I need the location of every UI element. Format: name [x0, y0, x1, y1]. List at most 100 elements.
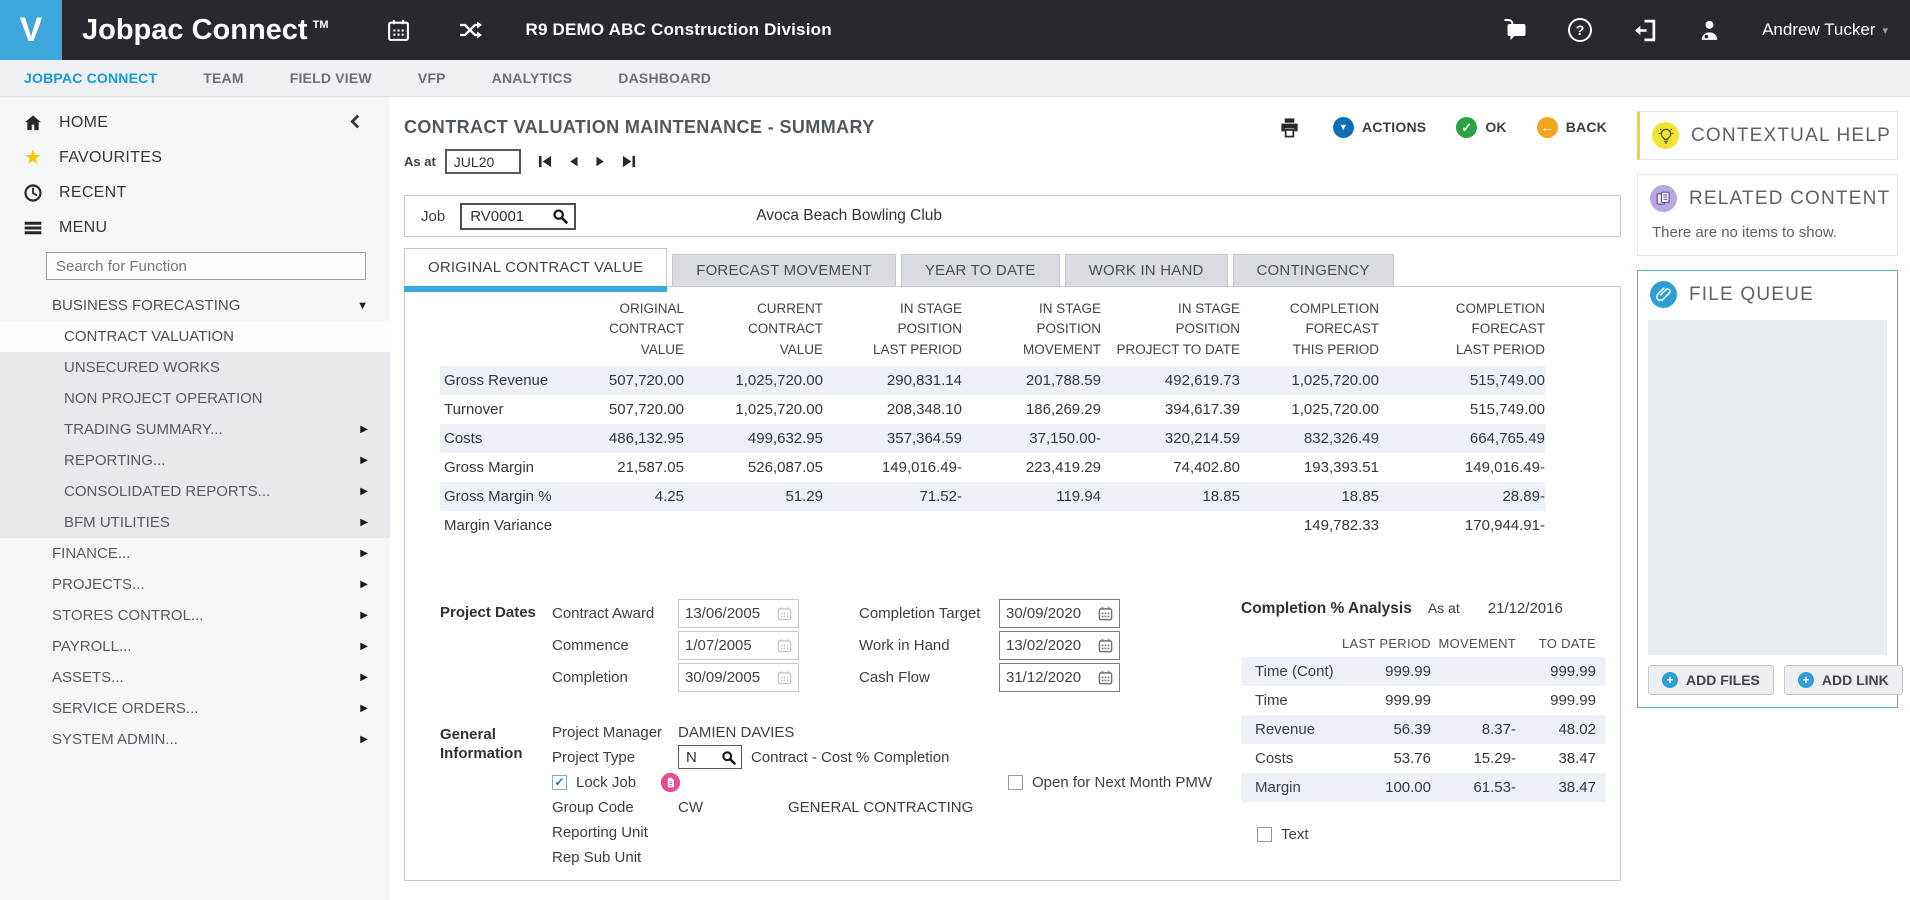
commence-input[interactable] [685, 637, 769, 654]
menu-item-unsecured-works[interactable]: UNSECURED WORKS [0, 352, 390, 383]
back-button[interactable]: ← BACK [1537, 117, 1607, 138]
work-in-hand-date-field[interactable] [999, 631, 1120, 660]
sidebar-collapse-icon[interactable] [347, 113, 364, 130]
chat-icon[interactable] [1501, 18, 1528, 42]
logout-icon[interactable] [1632, 18, 1657, 43]
clock-icon [22, 183, 44, 203]
general-information-section: General Information Project Manager DAMI… [440, 720, 1241, 870]
shuffle-icon[interactable] [457, 18, 483, 42]
open-next-month-checkbox[interactable] [1008, 775, 1023, 790]
vt-cell: 1,025,720.00 [684, 366, 823, 395]
page-title: CONTRACT VALUATION MAINTENANCE - SUMMARY [404, 117, 875, 138]
next-period-icon[interactable] [594, 154, 607, 169]
vt-row-gross-revenue: Gross Revenue507,720.001,025,720.00290,8… [440, 366, 1545, 395]
menu-item-trading-summary[interactable]: TRADING SUMMARY...▶ [0, 414, 390, 445]
sidebar-item-home[interactable]: HOME [0, 105, 390, 140]
menu-item-assets[interactable]: ASSETS...▶ [0, 662, 390, 693]
actions-button[interactable]: ▼ ACTIONS [1333, 117, 1426, 138]
menu-item-label: PAYROLL... [52, 638, 131, 655]
menu-item-stores-control[interactable]: STORES CONTROL...▶ [0, 600, 390, 631]
vt-cell: 223,419.29 [962, 453, 1101, 482]
tab-forecast-movement[interactable]: FORECAST MOVEMENT [672, 254, 896, 286]
comp-cell: 53.76 [1341, 750, 1431, 767]
menu-item-system-admin[interactable]: SYSTEM ADMIN...▶ [0, 724, 390, 755]
search-icon[interactable] [552, 208, 568, 224]
menu-item-finance[interactable]: FINANCE...▶ [0, 538, 390, 569]
help-icon[interactable]: ? [1568, 18, 1592, 42]
add-files-button[interactable]: + ADD FILES [1648, 665, 1774, 695]
completion-input[interactable] [685, 669, 769, 686]
submenu-arrow-icon: ▶ [360, 672, 368, 683]
module-tab-vfp[interactable]: VFP [418, 70, 446, 86]
menu-item-consolidated-reports[interactable]: CONSOLIDATED REPORTS...▶ [0, 476, 390, 507]
search-icon[interactable] [721, 750, 736, 765]
sidebar-item-menu[interactable]: MENU [0, 210, 390, 245]
menu-item-non-project-operation[interactable]: NON PROJECT OPERATION [0, 383, 390, 414]
menu-item-bfm-utilities[interactable]: BFM UTILITIES▶ [0, 507, 390, 538]
user-menu[interactable]: Andrew Tucker ▾ [1762, 20, 1888, 40]
last-period-icon[interactable] [621, 154, 637, 169]
contract-award-input[interactable] [685, 605, 769, 622]
previous-period-icon[interactable] [567, 154, 580, 169]
completion-date-field[interactable] [678, 663, 799, 692]
vt-cell: 51.29 [684, 482, 823, 511]
calendar-icon [777, 638, 792, 653]
module-tab-field-view[interactable]: FIELD VIEW [290, 70, 372, 86]
function-search-input[interactable] [46, 252, 366, 280]
contract-award-date-field[interactable] [678, 599, 799, 628]
first-period-icon[interactable] [537, 154, 553, 169]
menu-item-service-orders[interactable]: SERVICE ORDERS...▶ [0, 693, 390, 724]
logo-letter: V [20, 11, 43, 50]
app-name: Jobpac ConnectTM [82, 14, 328, 47]
module-tab-analytics[interactable]: ANALYTICS [492, 70, 573, 86]
lock-job-checkbox[interactable]: ✓ [552, 775, 567, 790]
tab-year-to-date[interactable]: YEAR TO DATE [901, 254, 1060, 286]
commence-date-field[interactable] [678, 631, 799, 660]
menu-item-label: BFM UTILITIES [64, 514, 170, 531]
field-label: Rep Sub Unit [552, 849, 678, 866]
project-type-input[interactable] [686, 749, 712, 766]
menu-item-label: UNSECURED WORKS [64, 359, 220, 376]
menu-item-reporting[interactable]: REPORTING...▶ [0, 445, 390, 476]
vt-row-costs: Costs486,132.95499,632.95357,364.5937,15… [440, 424, 1545, 453]
file-queue-dropzone[interactable] [1648, 320, 1887, 655]
work-in-hand-input[interactable] [1006, 637, 1090, 654]
group-code-description: GENERAL CONTRACTING [788, 799, 973, 816]
contextual-help-card[interactable]: CONTEXTUAL HELP [1637, 111, 1898, 160]
tab-contingency[interactable]: CONTINGENCY [1233, 254, 1394, 286]
sidebar-item-favourites[interactable]: ★ FAVOURITES [0, 140, 390, 175]
cash-flow-date-field[interactable] [999, 663, 1120, 692]
menu-item-label: PROJECTS... [52, 576, 145, 593]
text-checkbox[interactable] [1257, 827, 1272, 842]
completion-target-input[interactable] [1006, 605, 1090, 622]
comp-cell: 999.99 [1516, 663, 1596, 680]
job-code-input[interactable] [470, 208, 546, 225]
as-at-input[interactable] [445, 149, 521, 174]
completion-target-date-field[interactable] [999, 599, 1120, 628]
actions-icon: ▼ [1333, 117, 1354, 138]
calendar-icon [1098, 670, 1113, 685]
vt-cell: 119.94 [962, 482, 1101, 511]
add-link-button[interactable]: + ADD LINK [1784, 665, 1903, 695]
menu-group-business-forecasting[interactable]: BUSINESS FORECASTING ▼ [0, 290, 390, 321]
menu-item-contract-valuation[interactable]: CONTRACT VALUATION [0, 321, 390, 352]
print-icon[interactable] [1278, 116, 1301, 139]
viewpoint-logo[interactable]: V [0, 0, 62, 60]
cash-flow-input[interactable] [1006, 669, 1090, 686]
tab-work-in-hand[interactable]: WORK IN HAND [1065, 254, 1228, 286]
menu-item-payroll[interactable]: PAYROLL...▶ [0, 631, 390, 662]
user-access-icon[interactable] [1697, 18, 1722, 43]
vt-cell: 507,720.00 [580, 395, 684, 424]
menu-item-label: FINANCE... [52, 545, 130, 562]
ok-button[interactable]: ✓ OK [1456, 117, 1506, 138]
module-tab-team[interactable]: TEAM [203, 70, 243, 86]
sidebar-item-recent[interactable]: RECENT [0, 175, 390, 210]
tab-original-contract-value[interactable]: ORIGINAL CONTRACT VALUE [404, 248, 667, 286]
module-tab-dashboard[interactable]: DASHBOARD [618, 70, 711, 86]
module-tab-jobpac-connect[interactable]: JOBPAC CONNECT [24, 70, 157, 86]
menu-item-projects[interactable]: PROJECTS...▶ [0, 569, 390, 600]
vt-cell: 1,025,720.00 [684, 395, 823, 424]
completion-analysis-title: Completion % Analysis [1241, 600, 1412, 618]
lock-note-icon[interactable] [660, 772, 681, 793]
calendar-icon[interactable] [386, 18, 411, 43]
